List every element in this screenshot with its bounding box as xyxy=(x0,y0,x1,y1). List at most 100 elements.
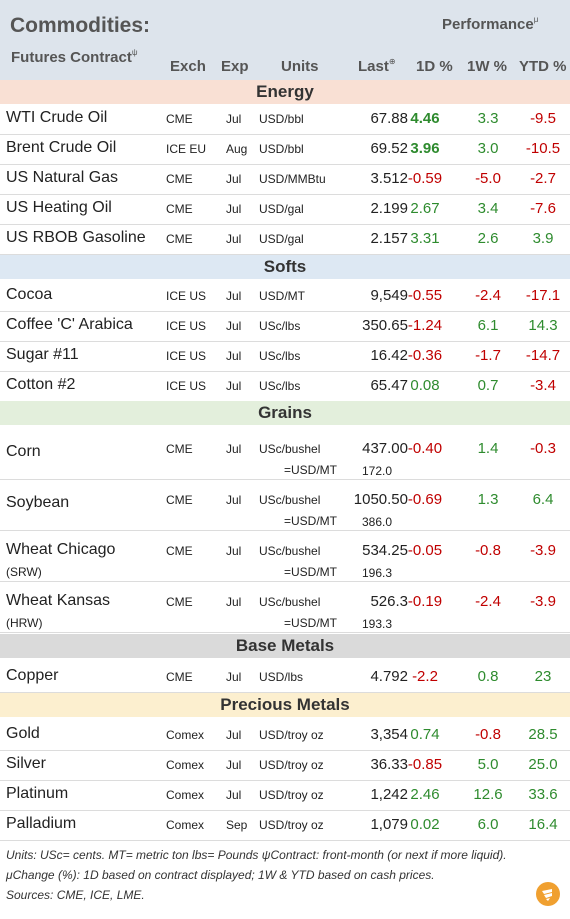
change-1d-cell: -0.05 xyxy=(407,542,443,559)
expiry-cell: Jul xyxy=(226,728,242,742)
units-cell: USD/bbl xyxy=(259,112,304,126)
change-1w-cell: -5.0 xyxy=(475,170,501,187)
exchange-cell: ICE US xyxy=(166,349,207,363)
last-price-cell: 350.65 xyxy=(362,317,408,334)
exchange-cell: ICE US xyxy=(166,319,207,333)
change-1d-cell: -1.24 xyxy=(407,317,443,334)
change-1d-cell: -0.19 xyxy=(407,593,443,610)
units-cell: USc/bushel xyxy=(259,442,321,456)
last-price-cell: 1050.50 xyxy=(353,491,408,508)
units-cell: USD/troy oz xyxy=(259,758,324,772)
expiry-cell: Jul xyxy=(226,112,242,126)
change-ytd-cell: 33.6 xyxy=(528,786,558,803)
change-ytd-cell: 28.5 xyxy=(528,726,558,743)
change-ytd-cell: 16.4 xyxy=(528,816,558,833)
last-price-cell: 1,079 xyxy=(370,816,408,833)
exchange-cell: Comex xyxy=(166,788,205,802)
table-row: Palladium Comex Sep USD/troy oz 1,079 0.02 6.0… xyxy=(0,810,570,841)
units-cell: USc/lbs xyxy=(259,379,301,393)
commodity-name: Wheat Kansas xyxy=(6,592,111,609)
table-row: Brent Crude Oil ICE EU Aug USD/bbl 69.52 3.96… xyxy=(0,134,570,165)
change-1d-cell: 3.96 xyxy=(410,140,440,157)
change-1w-cell: 1.3 xyxy=(477,491,499,508)
exchange-cell: CME xyxy=(166,595,193,609)
change-1d-cell: -0.69 xyxy=(407,491,443,508)
exchange-cell: CME xyxy=(166,202,193,216)
change-1w-cell: 0.7 xyxy=(477,377,499,394)
units-cell: USc/lbs xyxy=(259,319,301,333)
change-1w-cell: 0.8 xyxy=(477,668,499,685)
converted-price-cell: 193.3 xyxy=(362,617,393,631)
footer-units: Units: USc= cents. MT= metric ton lbs= P… xyxy=(6,848,507,862)
last-price-cell: 3,354 xyxy=(370,726,408,743)
expiry-cell: Jul xyxy=(226,493,242,507)
page-title: Commodities: xyxy=(10,14,151,37)
change-ytd-cell: 23 xyxy=(534,668,552,685)
converted-price-cell: 196.3 xyxy=(362,566,393,580)
change-1w-cell: 6.1 xyxy=(477,317,499,334)
change-1d-cell: -0.85 xyxy=(407,756,443,773)
page-subtitle: Futures Contractψ xyxy=(11,48,138,66)
expiry-cell: Jul xyxy=(226,289,242,303)
last-price-cell: 67.88 xyxy=(370,110,408,127)
last-price-cell: 534.25 xyxy=(362,542,408,559)
table-row: Cocoa ICE US Jul USD/MT 9,549 -0.55 -2.4 -17.1 xyxy=(0,281,570,312)
footer-change: μChange (%): 1D based on contract displa… xyxy=(6,868,435,882)
change-ytd-cell: 6.4 xyxy=(532,491,554,508)
commodity-name: Coffee 'C' Arabica xyxy=(6,316,133,333)
change-1d-cell: 0.74 xyxy=(410,726,440,743)
commodity-name: Copper xyxy=(6,667,59,684)
last-price-cell: 2.199 xyxy=(370,200,408,217)
last-price-cell: 3.512 xyxy=(370,170,408,187)
units-cell: USD/bbl xyxy=(259,142,304,156)
col-1d: 1D % xyxy=(416,58,453,75)
commodity-name: US Heating Oil xyxy=(6,199,112,216)
change-1w-cell: -2.4 xyxy=(475,287,501,304)
col-units: Units xyxy=(281,58,319,75)
change-1w-cell: 3.4 xyxy=(477,200,499,217)
units-cell: USc/bushel xyxy=(259,544,321,558)
commodity-name: Brent Crude Oil xyxy=(6,139,117,156)
change-1d-cell: 0.08 xyxy=(410,377,440,394)
exchange-cell: CME xyxy=(166,172,193,186)
change-ytd-cell: -14.7 xyxy=(525,347,561,364)
change-1w-cell: -1.7 xyxy=(475,347,501,364)
units-cell: USD/troy oz xyxy=(259,818,324,832)
change-1d-cell: -0.55 xyxy=(407,287,443,304)
last-price-cell: 1,242 xyxy=(370,786,408,803)
subtitle-mark: ψ xyxy=(131,48,138,57)
commodity-name: Platinum xyxy=(6,785,69,802)
commodity-grade: (SRW) xyxy=(6,565,42,579)
table-row: Corn CME Jul USc/bushel 437.00 -0.40 1.4 -0.3 =U… xyxy=(0,428,570,480)
table-row: Soybean CME Jul USc/bushel 1050.50 -0.69 1.3 6.… xyxy=(0,479,570,531)
table-row: WTI Crude Oil CME Jul USD/bbl 67.88 4.46 3.3 -9… xyxy=(0,104,570,135)
expiry-cell: Jul xyxy=(226,595,242,609)
change-1d-cell: -0.59 xyxy=(407,170,443,187)
last-price-cell: 4.792 xyxy=(370,668,408,685)
commodity-name: Soybean xyxy=(6,494,70,511)
table-row: Gold Comex Jul USD/troy oz 3,354 0.74 -0.8 28.5 xyxy=(0,720,570,751)
change-1w-cell: 2.6 xyxy=(477,230,499,247)
commodity-name: Gold xyxy=(6,725,40,742)
units-cell: USD/gal xyxy=(259,232,304,246)
exchange-cell: CME xyxy=(166,544,193,558)
change-1w-cell: 1.4 xyxy=(477,440,499,457)
converted-units-cell: =USD/MT xyxy=(284,565,338,579)
expiry-cell: Sep xyxy=(226,818,248,832)
change-1d-cell: 0.02 xyxy=(410,816,440,833)
change-ytd-cell: -3.9 xyxy=(530,542,556,559)
change-ytd-cell: -17.1 xyxy=(525,287,561,304)
commodity-name: Cocoa xyxy=(6,286,53,303)
change-1w-cell: -0.8 xyxy=(475,542,501,559)
change-ytd-cell: -3.4 xyxy=(530,377,556,394)
change-1d-cell: -2.2 xyxy=(412,668,438,685)
col-1w: 1W % xyxy=(467,58,508,75)
commodity-name: US Natural Gas xyxy=(6,169,119,186)
expiry-cell: Jul xyxy=(226,319,242,333)
change-ytd-cell: 25.0 xyxy=(528,756,558,773)
col-last: Last⊕ xyxy=(358,57,396,75)
change-ytd-cell: -3.9 xyxy=(530,593,556,610)
section-header-base: Base Metals xyxy=(0,634,570,658)
last-price-cell: 526.3 xyxy=(370,593,408,610)
table-row: Cotton #2 ICE US Jul USc/lbs 65.47 0.08 0.7 -3.… xyxy=(0,371,570,402)
